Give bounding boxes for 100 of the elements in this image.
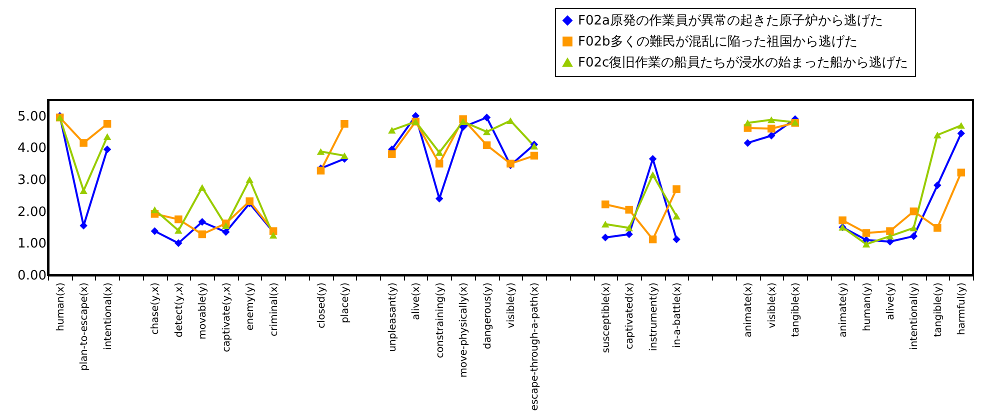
point <box>103 145 112 154</box>
y-tick-label: 1.00 <box>18 236 46 252</box>
legend-label: F02b多くの難民が混乱に陥った祖国から逃げた <box>578 34 858 50</box>
y-tick-label: 2.00 <box>18 204 46 220</box>
x-tick-label: in-a-battle(x) <box>672 282 684 348</box>
point <box>768 116 776 124</box>
point <box>222 222 230 230</box>
point <box>174 239 182 248</box>
point <box>934 224 942 232</box>
x-tick-label: intentional(x) <box>102 282 114 350</box>
x-tick-label: alive(y) <box>885 282 896 320</box>
x-tick-label: plan-to-escape(x) <box>79 282 90 371</box>
point <box>625 224 633 232</box>
x-tick-label: tangible(y) <box>932 282 944 338</box>
point <box>435 160 444 168</box>
point <box>506 117 514 124</box>
point <box>744 139 752 147</box>
point <box>482 128 491 136</box>
x-tick-label: visible(y) <box>506 282 517 328</box>
x-tick-label: visible(x) <box>766 282 778 328</box>
point <box>910 232 918 240</box>
point <box>886 227 894 235</box>
point <box>957 130 966 138</box>
x-tick-label: intentional(y) <box>909 282 920 350</box>
point <box>269 232 278 239</box>
point <box>625 230 633 238</box>
point <box>862 240 870 248</box>
legend-label: F02c復旧作業の船員たちが浸水の始まった船から逃げた <box>578 56 908 70</box>
x-tick-label: harmful(y) <box>956 282 968 335</box>
point <box>602 220 610 228</box>
point <box>222 228 230 236</box>
point <box>482 114 491 122</box>
point <box>672 235 680 244</box>
point <box>648 235 657 244</box>
x-tick-label: place(y) <box>340 282 351 324</box>
point <box>768 132 776 140</box>
x-tick-label: move-physically(x) <box>458 282 470 378</box>
point <box>530 152 538 160</box>
point <box>625 206 633 214</box>
point <box>886 232 894 240</box>
point <box>957 168 966 176</box>
point <box>340 152 348 160</box>
x-tick-label: alive(x) <box>411 282 422 320</box>
point <box>246 176 254 183</box>
y-tick-label: 4.00 <box>18 141 46 156</box>
point <box>388 150 396 158</box>
point <box>934 132 942 138</box>
point <box>150 227 159 235</box>
point <box>80 139 88 147</box>
point <box>910 224 918 232</box>
point <box>482 141 491 150</box>
point <box>602 234 610 242</box>
point <box>388 126 396 134</box>
point <box>80 187 88 194</box>
point <box>459 118 467 125</box>
x-tick-label: detect(y,x) <box>174 282 185 338</box>
point <box>198 218 206 226</box>
x-tick-label: criminal(x) <box>268 282 280 336</box>
point <box>768 124 776 133</box>
point <box>648 154 657 163</box>
x-tick-label: unpleasant(y) <box>387 282 398 352</box>
x-tick-label: human(x) <box>55 282 66 332</box>
point <box>934 181 942 190</box>
x-tick-label: tangible(x) <box>790 282 802 338</box>
x-tick-label: dangerous(y) <box>482 282 494 350</box>
x-tick-label: animate(x) <box>743 282 754 338</box>
point <box>838 216 846 224</box>
point <box>672 185 680 193</box>
x-tick-label: human(y) <box>862 282 873 332</box>
point <box>435 194 444 203</box>
point <box>150 206 159 214</box>
point <box>246 197 254 206</box>
point <box>316 166 325 175</box>
legend-label: F02a原発の作業員が異常の起きた原子炉から逃げた <box>578 14 883 28</box>
point <box>103 133 112 140</box>
x-tick-label: closed(y) <box>316 282 328 328</box>
x-tick-label: escape-through-a-path(x) <box>530 282 541 411</box>
point <box>174 227 182 234</box>
y-tick-label: 0.00 <box>18 268 46 284</box>
x-tick-label: instrument(y) <box>648 282 660 352</box>
point <box>103 120 112 128</box>
point <box>672 212 680 220</box>
x-tick-label: chase(y,x) <box>150 282 162 335</box>
point <box>862 229 870 237</box>
point <box>198 184 206 191</box>
x-tick-label: constraining(y) <box>434 282 446 358</box>
x-tick-label: captivate(y,x) <box>221 282 232 352</box>
point <box>316 148 325 155</box>
point <box>174 215 182 224</box>
point <box>744 120 752 126</box>
point <box>957 122 966 129</box>
point <box>340 120 348 128</box>
x-tick-label: captivated(x) <box>624 282 636 350</box>
x-tick-label: enemy(y) <box>245 282 256 331</box>
x-tick-label: animate(y) <box>838 282 850 338</box>
x-tick-label: movable(y) <box>198 282 209 340</box>
y-tick-label: 3.00 <box>18 173 46 188</box>
point <box>910 207 918 216</box>
point <box>602 200 610 208</box>
point <box>435 149 444 156</box>
